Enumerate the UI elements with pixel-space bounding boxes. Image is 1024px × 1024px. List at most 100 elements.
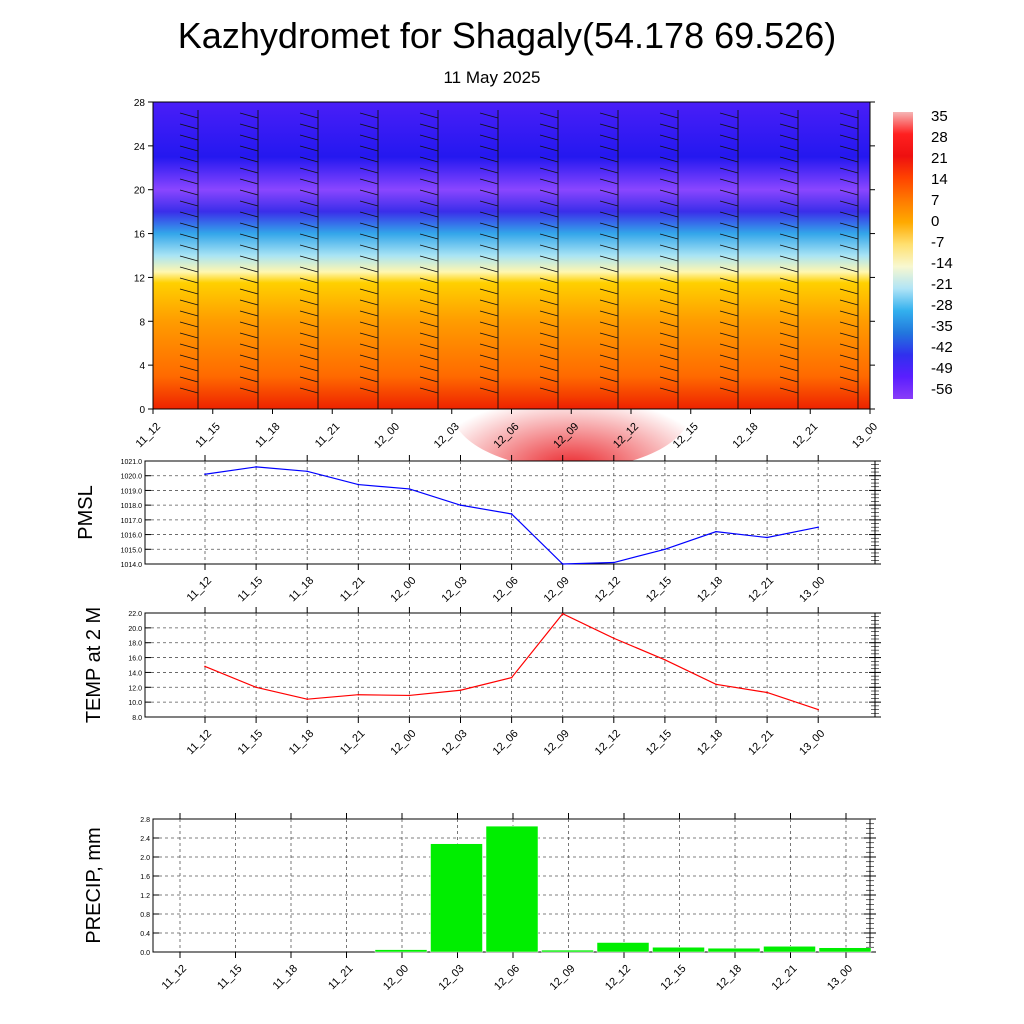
wind-barb-flag bbox=[419, 321, 439, 328]
x-tick-label: 12_21 bbox=[746, 575, 776, 605]
wind-barb-flag bbox=[659, 244, 679, 251]
pmsl-point bbox=[817, 526, 819, 529]
wind-barb-flag bbox=[599, 222, 619, 229]
wind-barb-flag bbox=[359, 255, 379, 262]
wind-barb-flag bbox=[779, 222, 799, 229]
wind-barb-flag bbox=[239, 123, 259, 130]
x-tick-label: 12_21 bbox=[770, 963, 800, 993]
wind-barb-flag bbox=[239, 332, 259, 339]
y-tick-label: 1015.0 bbox=[121, 547, 143, 554]
wind-barb-flag bbox=[299, 332, 319, 339]
wind-barb-flag bbox=[539, 387, 559, 394]
wind-barb-flag bbox=[779, 266, 799, 273]
wind-barb-flag bbox=[599, 189, 619, 196]
wind-barb-flag bbox=[179, 200, 199, 207]
temperature-colorbar: 35 28 21 14 7 0 -7 -14 -21 -28 -35 -42 -49 -56 bbox=[893, 108, 953, 399]
wind-barb-flag bbox=[239, 277, 259, 284]
wind-barb-flag bbox=[659, 321, 679, 328]
wind-barb-flag bbox=[839, 332, 859, 339]
wind-barb-flag bbox=[359, 310, 379, 317]
x-tick-label: 11_15 bbox=[193, 421, 223, 451]
wind-barb-flag bbox=[719, 178, 739, 185]
wind-barb-flag bbox=[239, 200, 259, 207]
wind-barb-flag bbox=[659, 365, 679, 372]
wind-barb-flag bbox=[299, 255, 319, 262]
wind-barb-flag bbox=[719, 277, 739, 284]
wind-barb-flag bbox=[299, 200, 319, 207]
y-tick-label: 1019.0 bbox=[121, 488, 143, 495]
wind-barb-flag bbox=[719, 387, 739, 394]
precip-bar bbox=[763, 946, 816, 953]
x-tick-label: 12_00 bbox=[381, 963, 411, 993]
x-tick-label: 12_00 bbox=[388, 728, 418, 758]
wind-barb-flag bbox=[659, 354, 679, 361]
wind-barb-flag bbox=[419, 222, 439, 229]
wind-barb-flag bbox=[419, 145, 439, 152]
wind-barb-flag bbox=[599, 277, 619, 284]
wind-barb-flag bbox=[299, 244, 319, 251]
wind-barb-flag bbox=[719, 145, 739, 152]
wind-barb-flag bbox=[659, 222, 679, 229]
wind-barb-flag bbox=[779, 288, 799, 295]
wind-barb-flag bbox=[419, 178, 439, 185]
y-tick-label: 16 bbox=[134, 230, 146, 241]
colorbar-label: -21 bbox=[931, 276, 953, 293]
precip-bar bbox=[818, 947, 872, 953]
wind-barb-flag bbox=[719, 123, 739, 130]
wind-barb-flag bbox=[779, 112, 799, 119]
y-tick-label: 22.0 bbox=[128, 611, 142, 618]
wind-barb-flag bbox=[539, 200, 559, 207]
wind-barb-flag bbox=[719, 244, 739, 251]
wind-barb-flag bbox=[419, 112, 439, 119]
wind-barb-flag bbox=[779, 321, 799, 328]
wind-barb-flag bbox=[719, 376, 739, 383]
wind-barb-flag bbox=[779, 299, 799, 306]
wind-barb-flag bbox=[359, 332, 379, 339]
wind-barb-flag bbox=[539, 310, 559, 317]
colorbar-label: -28 bbox=[931, 297, 953, 314]
wind-barb-flag bbox=[359, 156, 379, 163]
wind-barb-flag bbox=[659, 266, 679, 273]
wind-barb-flag bbox=[539, 134, 559, 141]
wind-barb-flag bbox=[659, 200, 679, 207]
wind-barb-flag bbox=[599, 134, 619, 141]
wind-barb-flag bbox=[299, 310, 319, 317]
x-tick-label: 13_00 bbox=[825, 963, 855, 993]
wind-barb-flag bbox=[599, 233, 619, 240]
y-tick-label: 2.0 bbox=[140, 855, 150, 862]
wind-barb-flag bbox=[539, 123, 559, 130]
x-tick-label: 11_18 bbox=[253, 421, 283, 451]
wind-barb-flag bbox=[299, 178, 319, 185]
wind-barb-flag bbox=[659, 123, 679, 130]
wind-barb-flag bbox=[359, 112, 379, 119]
wind-barb-flag bbox=[779, 189, 799, 196]
wind-barb-flag bbox=[479, 343, 499, 350]
wind-barb-flag bbox=[479, 200, 499, 207]
wind-barb-flag bbox=[719, 266, 739, 273]
wind-barbs bbox=[179, 110, 859, 409]
wind-barb-flag bbox=[719, 112, 739, 119]
wind-barb-flag bbox=[419, 211, 439, 218]
wind-barb-flag bbox=[659, 277, 679, 284]
pmsl-point bbox=[459, 504, 462, 506]
wind-barb-flag bbox=[839, 178, 859, 185]
wind-barb-flag bbox=[539, 211, 559, 218]
x-tick-label: 11_21 bbox=[326, 963, 356, 993]
wind-barb-flag bbox=[479, 123, 499, 130]
wind-barb-flag bbox=[659, 387, 679, 394]
temp-point bbox=[459, 689, 462, 692]
temp-point bbox=[204, 665, 206, 668]
wind-barb-flag bbox=[659, 145, 679, 152]
wind-barb-flag bbox=[659, 156, 679, 163]
wind-barb-flag bbox=[599, 255, 619, 262]
wind-barb-flag bbox=[179, 343, 199, 350]
wind-barb-flag bbox=[839, 123, 859, 130]
wind-barb-flag bbox=[779, 343, 799, 350]
wind-barb-flag bbox=[539, 299, 559, 306]
wind-barb-flag bbox=[419, 354, 439, 361]
wind-barb-flag bbox=[599, 123, 619, 130]
wind-barb-flag bbox=[299, 376, 319, 383]
x-tick-label: 12_12 bbox=[593, 575, 623, 605]
x-tick-label: 11_18 bbox=[271, 963, 301, 993]
